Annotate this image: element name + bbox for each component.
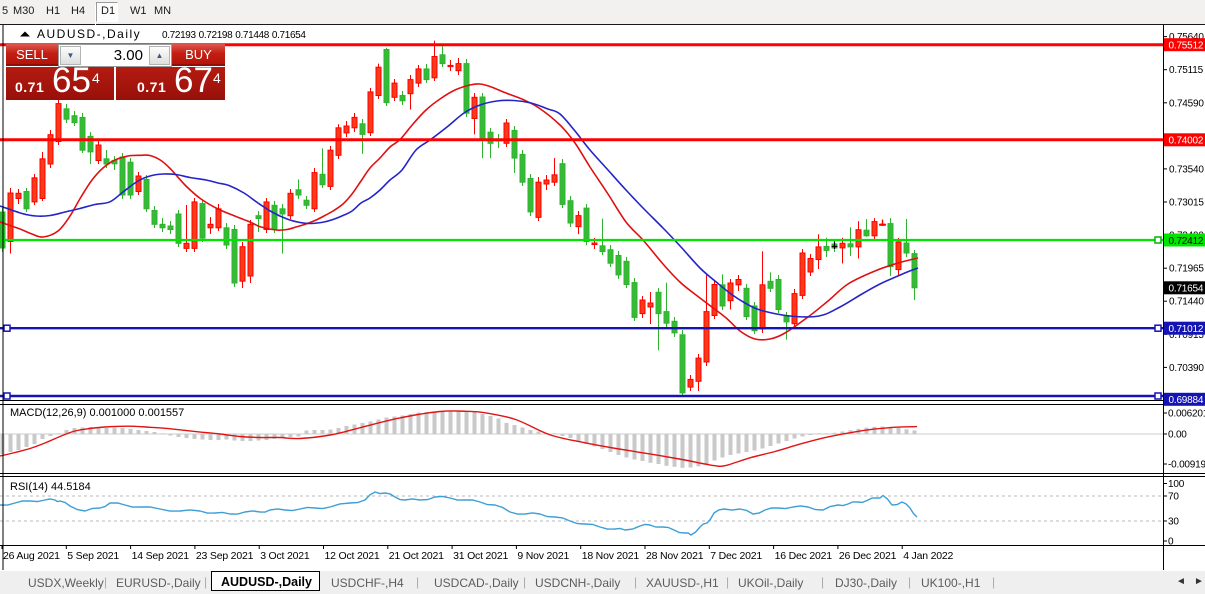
svg-text:26 Dec 2021: 26 Dec 2021 xyxy=(839,550,897,562)
svg-text:0.69884: 0.69884 xyxy=(1169,395,1204,406)
svg-text:12 Oct 2021: 12 Oct 2021 xyxy=(325,550,380,562)
svg-text:0.71440: 0.71440 xyxy=(1169,297,1204,308)
svg-text:100: 100 xyxy=(1168,479,1185,490)
svg-text:26 Aug 2021: 26 Aug 2021 xyxy=(3,550,60,562)
svg-text:0.00: 0.00 xyxy=(1168,430,1187,441)
svg-text:23 Sep 2021: 23 Sep 2021 xyxy=(196,550,254,562)
svg-text:0.71012: 0.71012 xyxy=(1169,324,1204,335)
svg-text:0.74590: 0.74590 xyxy=(1169,98,1204,109)
svg-text:16 Dec 2021: 16 Dec 2021 xyxy=(775,550,833,562)
svg-text:0.75115: 0.75115 xyxy=(1169,65,1204,76)
svg-text:AUDUSD-,Daily: AUDUSD-,Daily xyxy=(37,27,141,41)
svg-text:0.74002: 0.74002 xyxy=(1169,136,1204,147)
svg-text:3 Oct 2021: 3 Oct 2021 xyxy=(260,550,310,562)
svg-text:RSI(14) 44.5184: RSI(14) 44.5184 xyxy=(10,481,91,493)
svg-text:18 Nov 2021: 18 Nov 2021 xyxy=(582,550,640,562)
svg-text:0.73015: 0.73015 xyxy=(1169,198,1204,209)
svg-text:21 Oct 2021: 21 Oct 2021 xyxy=(389,550,444,562)
svg-text:4 Jan 2022: 4 Jan 2022 xyxy=(903,550,953,562)
svg-text:0.75640: 0.75640 xyxy=(1169,32,1204,43)
svg-text:5 Sep 2021: 5 Sep 2021 xyxy=(67,550,119,562)
svg-text:0.75512: 0.75512 xyxy=(1169,41,1204,52)
svg-text:28 Nov 2021: 28 Nov 2021 xyxy=(646,550,704,562)
svg-text:31 Oct 2021: 31 Oct 2021 xyxy=(453,550,508,562)
svg-text:0: 0 xyxy=(1168,537,1174,548)
svg-text:0.71965: 0.71965 xyxy=(1169,264,1204,275)
svg-text:-0.009196: -0.009196 xyxy=(1168,460,1205,471)
svg-text:7 Dec 2021: 7 Dec 2021 xyxy=(710,550,762,562)
svg-text:9 Nov 2021: 9 Nov 2021 xyxy=(517,550,569,562)
svg-text:0.70390: 0.70390 xyxy=(1169,363,1204,374)
svg-text:30: 30 xyxy=(1168,517,1179,528)
svg-text:0.72193 0.72198 0.71448 0.7165: 0.72193 0.72198 0.71448 0.71654 xyxy=(162,30,306,41)
svg-text:70: 70 xyxy=(1168,492,1179,503)
svg-text:MACD(12,26,9) 0.001000 0.00155: MACD(12,26,9) 0.001000 0.001557 xyxy=(10,407,184,419)
svg-text:0.73540: 0.73540 xyxy=(1169,164,1204,175)
svg-text:0.006201: 0.006201 xyxy=(1168,409,1205,420)
svg-text:0.71654: 0.71654 xyxy=(1169,284,1204,295)
svg-text:0.72412: 0.72412 xyxy=(1169,236,1204,247)
svg-text:0.70915: 0.70915 xyxy=(1169,330,1204,341)
svg-text:14 Sep 2021: 14 Sep 2021 xyxy=(132,550,190,562)
